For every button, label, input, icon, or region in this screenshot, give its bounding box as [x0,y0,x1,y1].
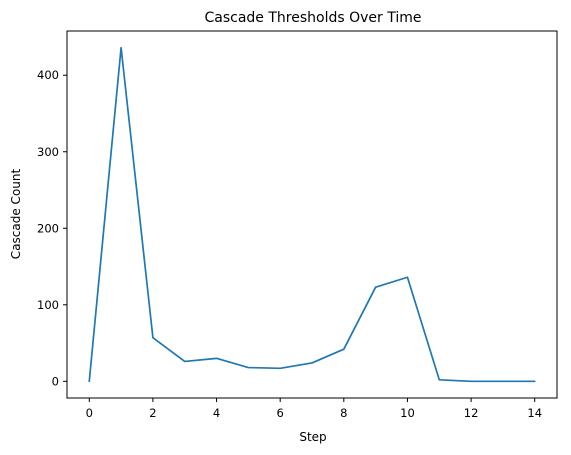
x-tick-label: 4 [213,406,220,420]
x-tick-label: 0 [86,406,93,420]
series-line [88,46,536,383]
y-tick-label: 400 [37,68,59,82]
y-tick-label: 100 [37,298,59,312]
plot-area [66,30,558,399]
x-tick-label: 12 [464,406,479,420]
x-tick-label: 10 [400,406,415,420]
x-tick-label: 2 [149,406,156,420]
x-axis-label: Step [299,430,326,444]
x-axis: 0 2 4 6 8 10 12 14 [86,398,542,420]
x-tick-label: 6 [277,406,284,420]
y-tick-label: 200 [37,221,59,235]
y-axis-label: Cascade Count [9,169,23,260]
plot-frame [66,30,558,399]
y-tick-label: 300 [37,145,59,159]
x-tick-label: 14 [527,406,542,420]
y-tick-label: 0 [52,374,59,388]
chart-title: Cascade Thresholds Over Time [205,10,422,26]
x-tick-label: 8 [340,406,347,420]
y-axis: 0 100 200 300 400 [37,68,67,388]
